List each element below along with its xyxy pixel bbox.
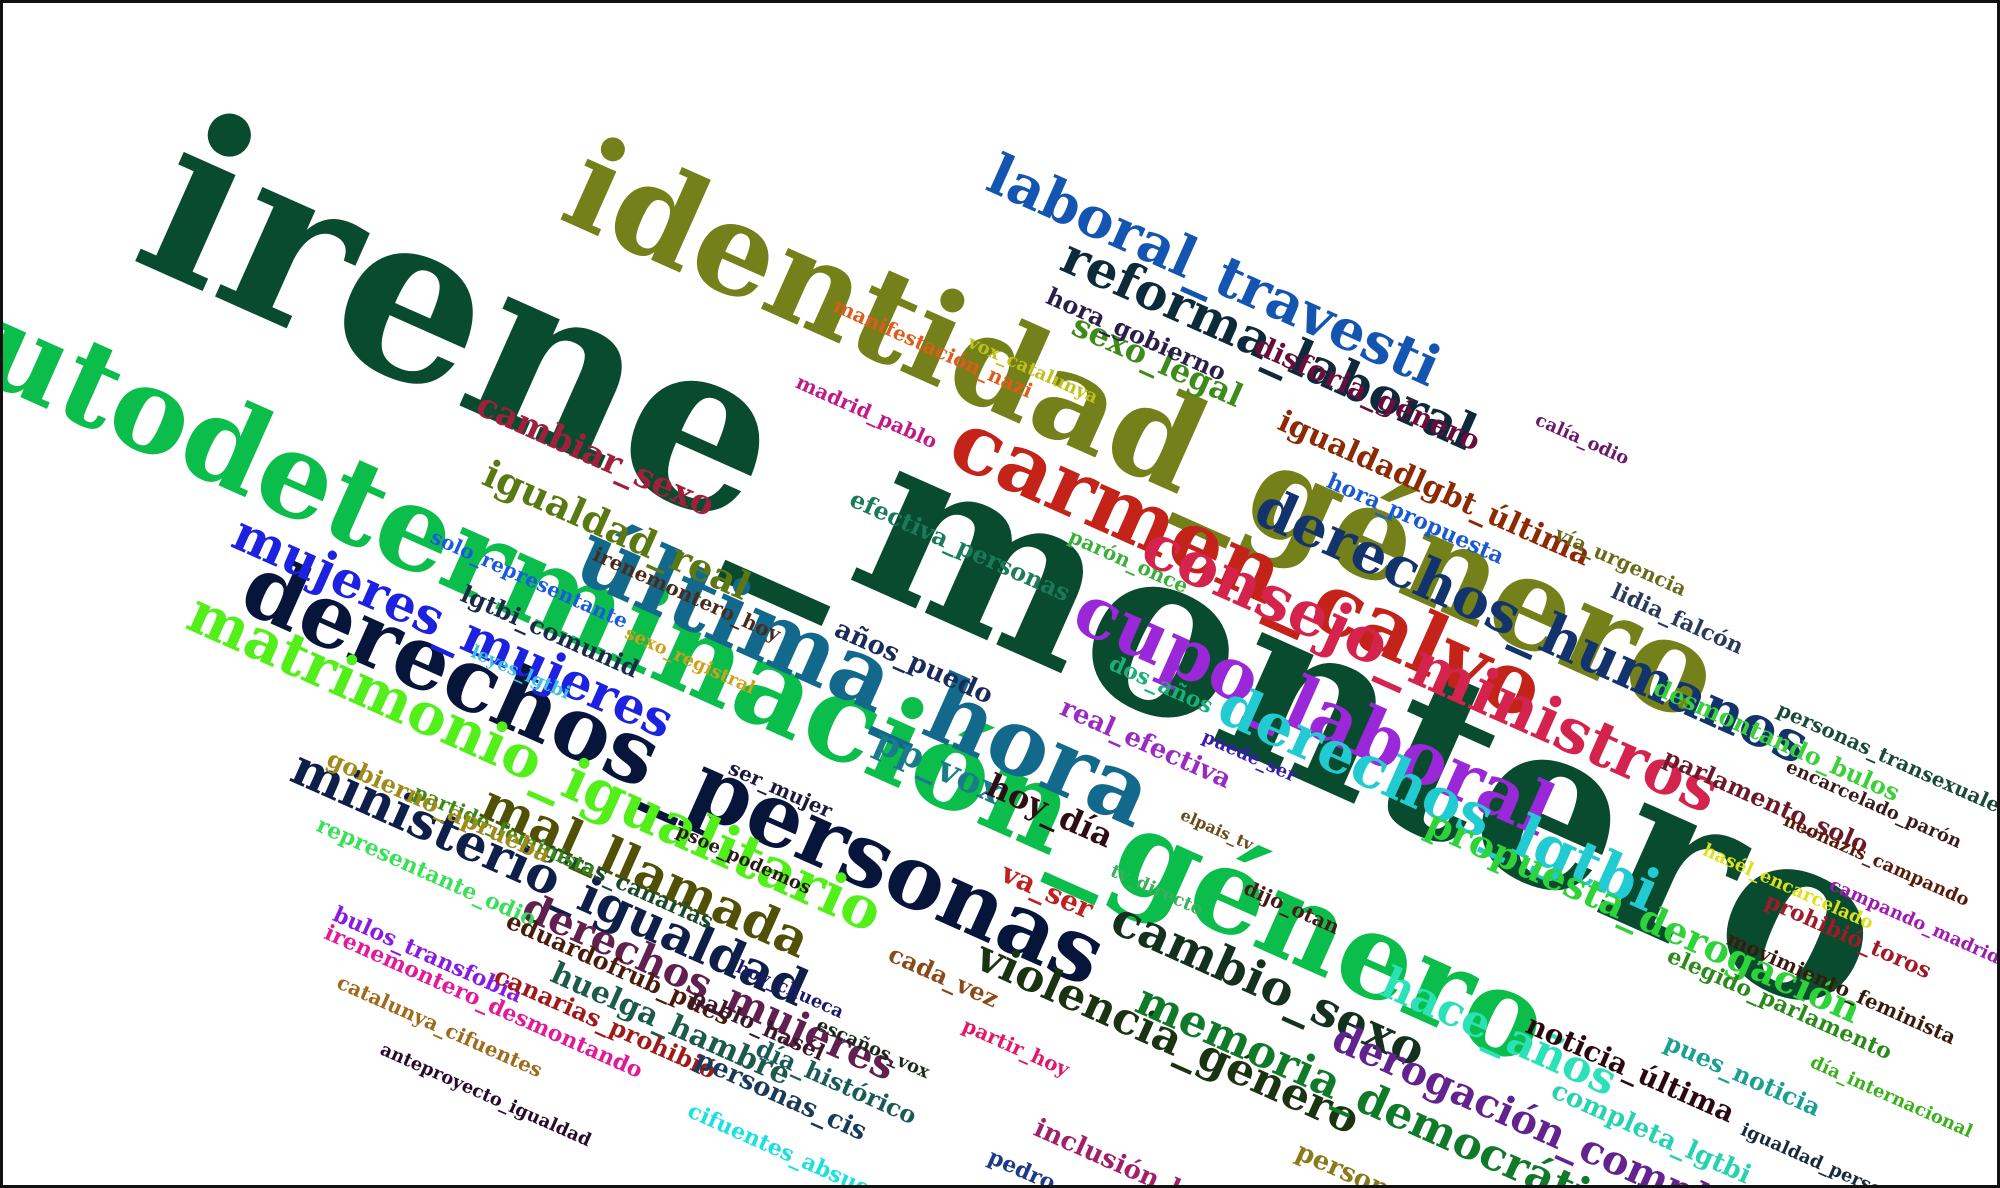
- cloud-word-dia-internacional: día_internacional: [1807, 1051, 1976, 1143]
- cloud-word-partir-hoy: partir_hoy: [958, 1012, 1074, 1082]
- cloud-word-calia-odio: calía_odio: [1532, 409, 1633, 470]
- cloud-word-igualdad-personas: igualdad_personas: [1737, 1119, 1918, 1188]
